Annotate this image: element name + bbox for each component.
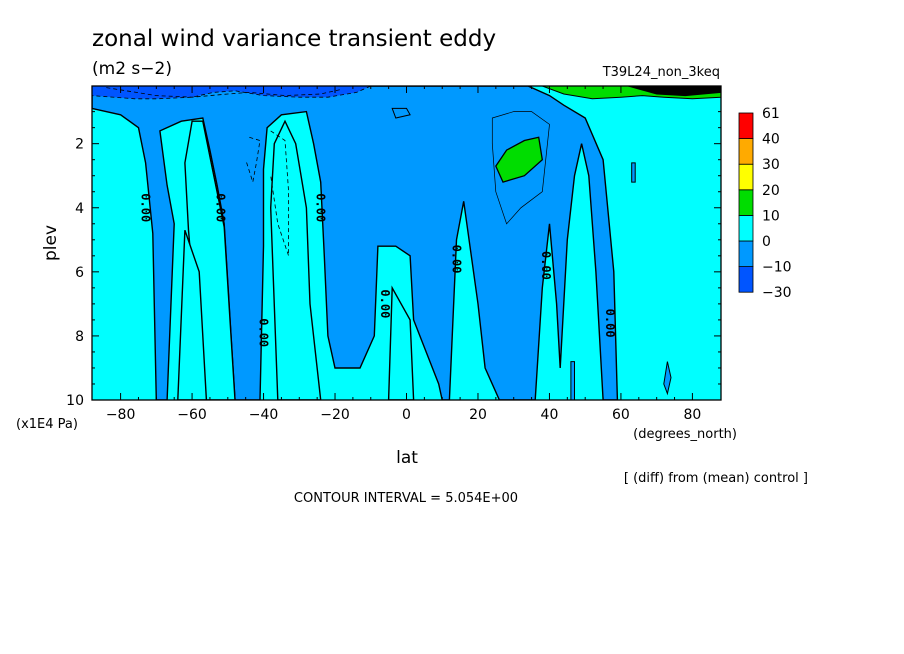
colorbar-label: 0 xyxy=(762,234,771,250)
x-tick-label: −20 xyxy=(320,407,350,423)
colorbar: −30 −10 0 10 20 30 40 61 xyxy=(738,106,792,301)
colorbar-label: −30 xyxy=(762,285,792,301)
chart-title: zonal wind variance transient eddy xyxy=(92,26,496,52)
x-tick-labels: −80 −60 −40 −20 0 20 40 60 80 xyxy=(106,407,702,423)
region-hole xyxy=(177,229,208,400)
colorbar-label: 20 xyxy=(762,183,780,199)
contour-interval-note: CONTOUR INTERVAL = 5.054E+00 xyxy=(294,491,518,506)
colorbar-label: 30 xyxy=(762,157,780,173)
x-tick-label: 40 xyxy=(541,407,559,423)
y-tick-label: 2 xyxy=(75,137,84,153)
colorbar-label: 40 xyxy=(762,132,780,148)
x-axis-label: lat xyxy=(396,448,418,468)
x-tick-label: 20 xyxy=(469,407,487,423)
x-tick-label: −60 xyxy=(177,407,207,423)
contour-label: 0.00 xyxy=(257,318,271,347)
axis-ticks xyxy=(92,86,721,401)
y-tick-label: 10 xyxy=(66,393,84,409)
region-neg10-to-0 xyxy=(92,86,619,400)
x-tick-label: 0 xyxy=(402,407,411,423)
region-hole xyxy=(387,285,415,400)
x-tick-label: −80 xyxy=(106,407,136,423)
colorbar-label: 61 xyxy=(762,106,780,122)
contour-label: 0.00 xyxy=(139,193,153,222)
contour-label: 0.00 xyxy=(378,289,392,318)
colorbar-swatch xyxy=(738,214,754,242)
x-axis-units: (degrees_north) xyxy=(633,427,737,442)
y-tick-labels: 2 4 6 8 10 xyxy=(66,137,84,409)
colorbar-swatch xyxy=(738,112,754,140)
region-small-neg xyxy=(391,107,411,119)
x-tick-label: −40 xyxy=(249,407,279,423)
dashed-contour xyxy=(106,87,343,98)
run-label: T39L24_non_3keq xyxy=(602,65,720,80)
plot-area xyxy=(92,86,721,400)
contour-label: 0.00 xyxy=(603,309,617,338)
contour-label: 0.00 xyxy=(314,193,328,222)
colorbar-swatch xyxy=(738,163,754,191)
colorbar-swatch xyxy=(738,138,754,165)
contour-label: 0.00 xyxy=(539,251,553,280)
dashed-contour xyxy=(270,130,290,256)
region-small-neg xyxy=(570,361,575,400)
region-small-neg xyxy=(663,361,672,396)
region-top-right-strong xyxy=(627,86,721,97)
colorbar-label: 10 xyxy=(762,208,780,224)
x-tick-label: 80 xyxy=(683,407,701,423)
contour-label: 0.00 xyxy=(214,193,228,222)
comparison-note: [ (diff) from (mean) control ] xyxy=(624,471,808,486)
chart-units: (m2 s−2) xyxy=(92,59,172,79)
colorbar-label: −10 xyxy=(762,260,792,276)
region-10-to-20 xyxy=(495,136,543,183)
y-axis-units: (x1E4 Pa) xyxy=(16,417,78,432)
x-tick-label: 60 xyxy=(612,407,630,423)
colorbar-swatch xyxy=(738,189,754,216)
region-small-neg xyxy=(631,162,636,183)
contour-label: 0.00 xyxy=(450,245,464,274)
colorbar-swatch xyxy=(738,266,754,293)
thin-contour xyxy=(491,111,550,225)
colorbar-swatch xyxy=(738,240,754,268)
dashed-contour xyxy=(245,136,261,183)
y-tick-label: 8 xyxy=(75,329,84,345)
y-tick-label: 6 xyxy=(75,265,84,281)
y-tick-label: 4 xyxy=(75,201,84,217)
y-axis-label: plev xyxy=(41,225,61,261)
contour-labels: 0.00 0.00 0.00 0.00 0.00 0.00 0.00 0.00 xyxy=(139,193,618,347)
